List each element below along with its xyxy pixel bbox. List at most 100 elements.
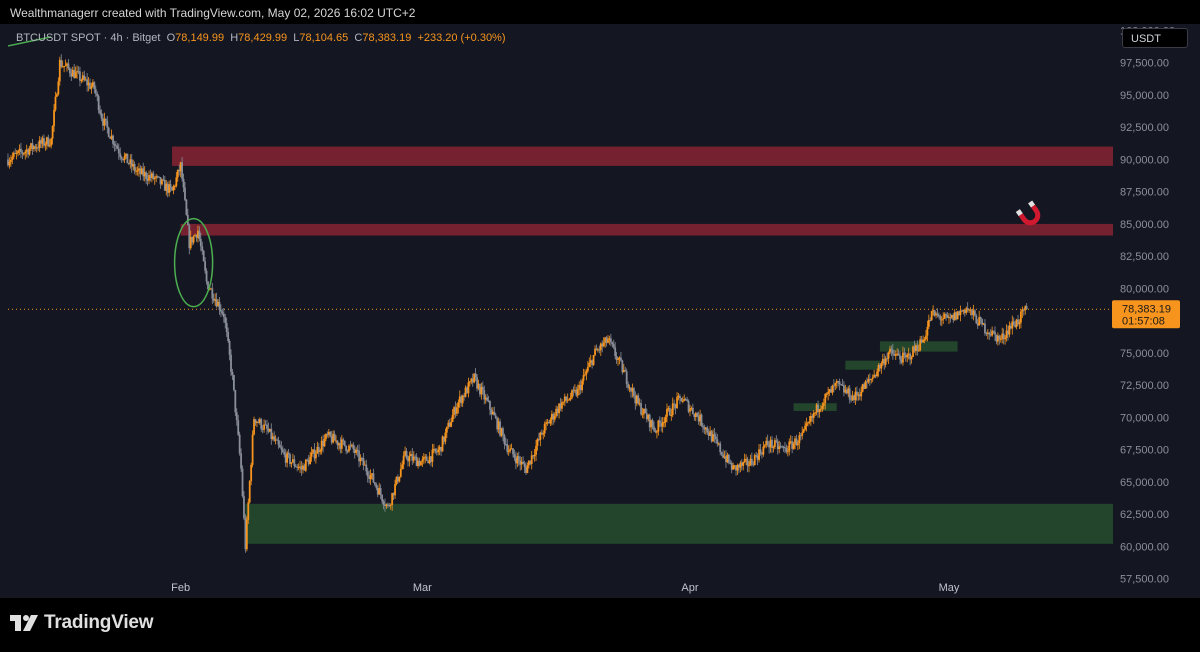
candle (654, 427, 657, 434)
candle-body (24, 151, 27, 154)
candle (178, 164, 181, 176)
candle (725, 450, 727, 468)
chart-pane[interactable]: 100,000.0097,500.0095,000.0092,500.0090,… (0, 24, 1200, 598)
candle-body (733, 465, 736, 467)
price-tick-label: 65,000.00 (1120, 477, 1169, 489)
candle-body (100, 113, 103, 119)
candle-body (880, 363, 883, 369)
candle-body (802, 429, 805, 433)
candle (153, 176, 156, 185)
candle (381, 494, 383, 504)
candle-body (368, 476, 371, 479)
candle (294, 464, 297, 468)
candle-body (900, 359, 903, 363)
candle-body (14, 152, 17, 154)
candle (607, 335, 609, 344)
candle (975, 313, 978, 324)
candle (279, 440, 281, 448)
candle (745, 454, 748, 465)
candle (142, 162, 145, 181)
highlight-ellipse[interactable] (173, 217, 214, 308)
candle (592, 354, 595, 366)
candle (877, 363, 880, 377)
candle (271, 432, 274, 441)
candle-body (175, 177, 178, 186)
candle-body (363, 464, 366, 466)
candle (335, 435, 337, 444)
candle-body (979, 317, 982, 320)
candle (681, 396, 684, 404)
candle-body (847, 388, 850, 394)
candle-body (984, 323, 986, 334)
candle-body (227, 332, 230, 342)
candle-body (526, 465, 529, 473)
candle-body (211, 288, 214, 299)
candle-body (143, 172, 146, 177)
candle-body (434, 448, 437, 452)
support-zone-4[interactable] (845, 360, 880, 370)
time-tick-label: Feb (171, 582, 190, 594)
candle (671, 397, 674, 418)
support-zone-3[interactable] (793, 403, 837, 411)
currency-button[interactable]: USDT (1122, 28, 1188, 48)
candle-body (240, 453, 242, 469)
candle-body (427, 460, 430, 464)
candle-body (441, 436, 444, 452)
candle-body (556, 408, 559, 414)
candle (358, 444, 360, 468)
candle-body (811, 415, 814, 418)
candle-body (1005, 330, 1008, 338)
candle-body (218, 301, 221, 310)
candle (1012, 317, 1015, 327)
chart-svg[interactable]: 100,000.0097,500.0095,000.0092,500.0090,… (0, 24, 1200, 598)
candle (457, 399, 460, 414)
candle-body (513, 454, 516, 458)
candle (814, 411, 817, 417)
candle-body (745, 458, 748, 460)
candle-body (676, 397, 678, 408)
tradingview-logo[interactable]: TradingView (10, 612, 154, 634)
candle-body (169, 184, 172, 188)
candle-body (371, 473, 373, 475)
candle (786, 445, 789, 457)
candle-body (34, 146, 37, 149)
candle-body (607, 339, 609, 343)
candle (274, 435, 277, 445)
candle-body (263, 424, 266, 430)
candle (559, 397, 562, 412)
candle (844, 384, 847, 394)
candle (280, 441, 283, 455)
candle-body (139, 168, 142, 175)
candle-body (834, 383, 837, 386)
candle-body (205, 270, 208, 282)
candle (822, 398, 825, 410)
candle (348, 444, 350, 453)
candle (532, 454, 535, 459)
candle-body (684, 398, 687, 400)
change-value: +233.20 (+0.30%) (417, 32, 506, 44)
candle (748, 461, 750, 473)
candle (152, 170, 155, 181)
candle-body (805, 423, 808, 426)
candle (697, 411, 700, 425)
candle-body (707, 432, 710, 436)
candle-body (598, 349, 601, 351)
candle-body (722, 454, 724, 458)
candle (207, 281, 209, 290)
candle-body (362, 457, 365, 466)
candle (466, 386, 468, 394)
candle (746, 456, 749, 473)
candle-body (894, 354, 897, 356)
candle (256, 421, 258, 427)
candle (740, 459, 743, 471)
candle-body (166, 183, 169, 193)
candle-body (500, 428, 503, 436)
resistance-zone-1[interactable] (180, 223, 1113, 236)
trendline[interactable] (7, 36, 52, 47)
support-zone-2[interactable] (245, 503, 1113, 544)
candle (93, 81, 96, 94)
candle-body (536, 439, 539, 446)
candle (986, 329, 989, 340)
resistance-zone-0[interactable] (172, 146, 1113, 166)
candle (835, 379, 838, 389)
